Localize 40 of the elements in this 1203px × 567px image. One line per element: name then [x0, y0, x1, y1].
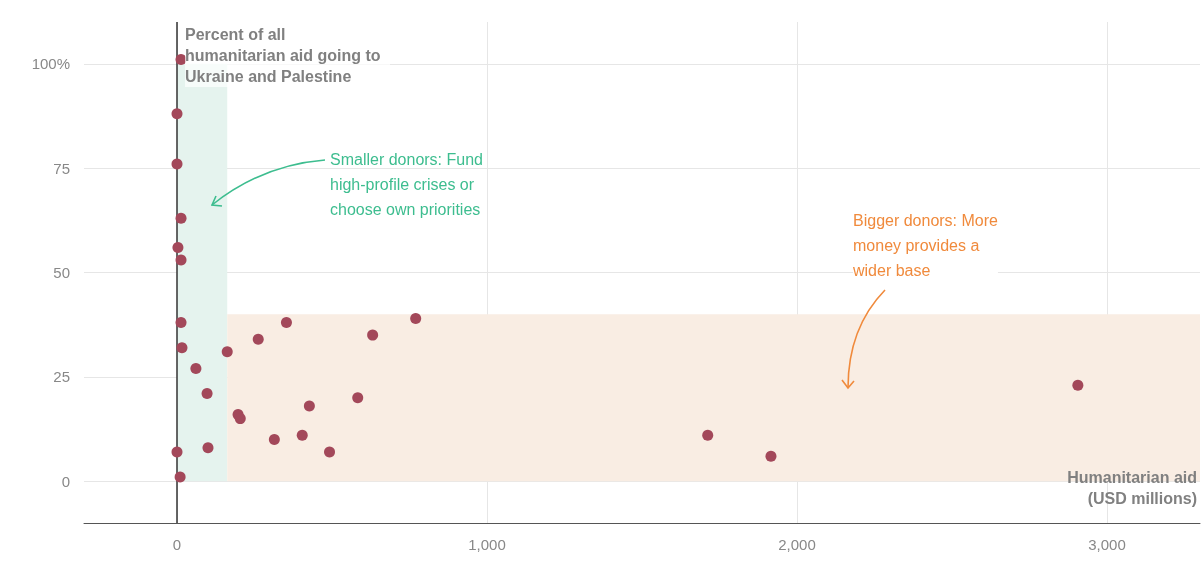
x-tick-label: 0	[172, 536, 182, 553]
y-tick-label: 25	[53, 368, 70, 386]
point	[296, 429, 308, 441]
point	[171, 108, 183, 120]
annotation: Bigger donors: More money provides a wider base	[852, 212, 999, 279]
point	[175, 254, 187, 266]
point	[175, 54, 187, 66]
y-tick-label: 75	[53, 159, 70, 177]
point	[202, 442, 214, 454]
point	[1072, 379, 1084, 391]
point	[367, 329, 379, 341]
point	[175, 212, 187, 224]
point	[352, 392, 364, 404]
point	[280, 317, 292, 329]
point	[268, 434, 280, 445]
y-tick-label: 50	[53, 264, 70, 281]
point	[702, 429, 714, 441]
point	[252, 333, 264, 345]
point	[174, 471, 186, 483]
y-tick-label: 100%	[31, 55, 70, 73]
point	[201, 388, 213, 400]
y-tick-label: 0	[61, 472, 70, 490]
annotation: Smaller donors: Fund high-profile crises or choose own priorities	[330, 151, 483, 218]
point	[171, 158, 183, 170]
point	[172, 241, 184, 253]
x-axis-title: Humanitarian aid (USD millions)	[1067, 469, 1197, 507]
point	[234, 413, 246, 425]
x-tick-label: 3,000	[1088, 536, 1126, 553]
point	[410, 312, 422, 324]
point	[175, 317, 187, 329]
y-axis-title: Percent of all humanitarian aid going to Ukraine and Palestine	[185, 26, 385, 85]
point	[221, 346, 233, 358]
point	[171, 446, 183, 458]
point	[324, 446, 336, 458]
point	[303, 400, 315, 412]
x-tick-label: 2,000	[778, 536, 816, 553]
point	[176, 342, 188, 354]
point	[190, 363, 202, 375]
point	[765, 450, 777, 462]
x-tick-label: 1,000	[468, 536, 506, 553]
